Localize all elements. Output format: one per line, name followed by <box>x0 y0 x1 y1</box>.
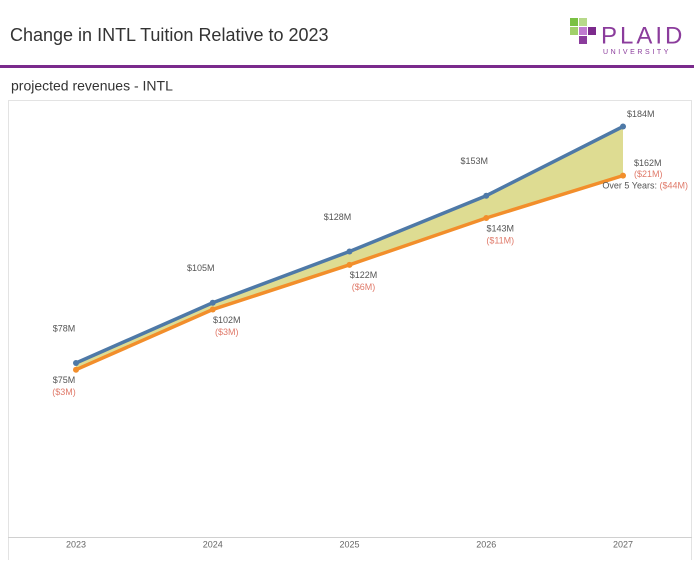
logo-square <box>588 27 596 35</box>
x-tick-label: 2025 <box>339 539 359 549</box>
logo-square <box>579 27 587 35</box>
value-label: $78M <box>53 323 76 333</box>
point <box>620 123 626 130</box>
logo-square <box>570 27 578 35</box>
point <box>483 215 490 221</box>
point <box>73 360 79 366</box>
point <box>209 306 216 313</box>
value-label: $162M <box>634 158 662 168</box>
value-label: $128M <box>324 212 352 222</box>
value-label: $75M <box>53 375 76 385</box>
point <box>346 248 353 255</box>
point <box>73 366 79 373</box>
logo-square <box>570 18 578 26</box>
diff-label: ($6M) <box>352 282 376 292</box>
diff-label: ($3M) <box>215 327 239 337</box>
value-label: $102M <box>213 315 241 325</box>
point <box>346 261 353 268</box>
logo-sub: UNIVERSITY <box>603 49 671 56</box>
logo: PLAID UNIVERSITY <box>570 18 685 56</box>
value-label: $184M <box>627 109 655 119</box>
point <box>209 299 216 306</box>
header-rule <box>0 65 694 68</box>
annotation-value: ($44M) <box>659 181 688 191</box>
value-label: $153M <box>460 156 488 166</box>
value-label: $122M <box>350 270 378 280</box>
diff-label: ($11M) <box>486 235 514 245</box>
diff-label: ($3M) <box>52 387 76 397</box>
logo-name: PLAID <box>601 22 685 49</box>
diff-label: ($21M) <box>634 169 663 179</box>
annotation: Over 5 Years: ($44M) <box>602 181 688 191</box>
subtitle: projected revenues - INTL <box>11 78 173 94</box>
title: Change in INTL Tuition Relative to 2023 <box>10 25 329 45</box>
point <box>620 172 626 179</box>
x-tick-label: 2023 <box>66 539 86 549</box>
x-tick-label: 2027 <box>613 539 633 549</box>
value-label: $143M <box>486 223 514 233</box>
point <box>483 192 490 199</box>
x-tick-label: 2024 <box>203 539 223 549</box>
value-label: $105M <box>187 263 215 273</box>
logo-square <box>579 36 587 44</box>
annotation-label: Over 5 Years: <box>602 181 657 191</box>
logo-square <box>579 18 587 26</box>
x-tick-label: 2026 <box>476 539 496 549</box>
